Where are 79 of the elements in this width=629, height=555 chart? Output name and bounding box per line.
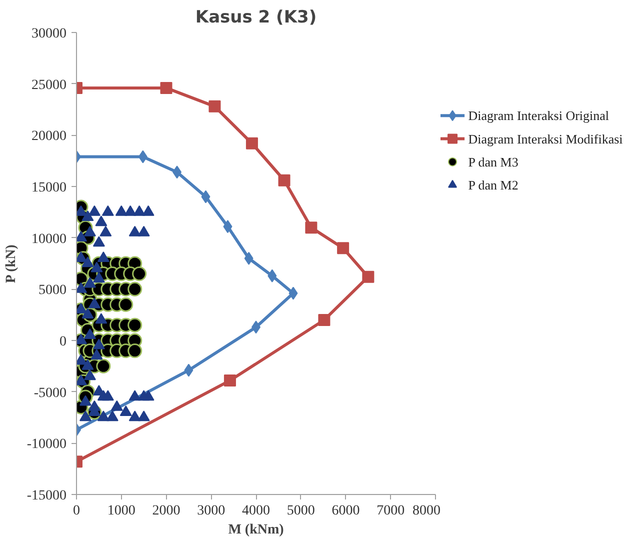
point xyxy=(362,270,374,283)
legend-label: P dan M3 xyxy=(468,154,518,170)
point xyxy=(201,190,210,204)
point xyxy=(84,277,96,288)
point xyxy=(97,252,110,262)
point xyxy=(90,349,103,360)
x-tick-label: 4000 xyxy=(242,504,270,518)
point xyxy=(133,205,146,216)
y-tick-label: 20000 xyxy=(32,129,66,144)
point xyxy=(102,205,114,216)
chart-title: Kasus 2 (K3) xyxy=(195,8,317,28)
y-tick-label: -5000 xyxy=(34,386,67,401)
point xyxy=(337,242,350,254)
point xyxy=(79,410,92,422)
point xyxy=(138,226,150,236)
point xyxy=(82,210,94,221)
y-tick-label: 30000 xyxy=(32,26,66,42)
point xyxy=(184,364,194,377)
y-tick-label: -15000 xyxy=(26,488,67,504)
point xyxy=(278,174,290,186)
point xyxy=(128,226,141,236)
point xyxy=(97,410,110,422)
point xyxy=(88,205,100,216)
point xyxy=(124,205,136,216)
point xyxy=(92,338,105,350)
point xyxy=(79,395,92,406)
point xyxy=(115,205,128,216)
point xyxy=(82,359,94,370)
point xyxy=(82,308,94,319)
point xyxy=(88,298,100,308)
x-tick-label: 6000 xyxy=(332,504,360,518)
point xyxy=(138,410,150,422)
point xyxy=(138,390,150,401)
x-tick-label: 0 xyxy=(73,504,80,518)
point xyxy=(84,370,96,380)
point xyxy=(95,216,108,226)
point xyxy=(305,222,318,234)
y-tick-label: 25000 xyxy=(32,78,66,93)
point xyxy=(128,410,141,422)
legend-label: Diagram Interaksi Modifikasi xyxy=(468,131,624,146)
point xyxy=(90,262,103,272)
point xyxy=(288,286,298,300)
point xyxy=(318,314,330,326)
point xyxy=(84,328,96,340)
point xyxy=(106,410,118,422)
point xyxy=(244,252,254,265)
x-axis-title: M (kNm) xyxy=(228,522,284,538)
y-tick-label: 10000 xyxy=(32,232,66,247)
point xyxy=(208,100,221,112)
x-tick-label: 8000 xyxy=(412,504,440,518)
point xyxy=(120,406,132,416)
point xyxy=(128,390,141,401)
y-tick-label: 0 xyxy=(60,334,66,350)
point xyxy=(160,82,172,94)
point xyxy=(82,256,94,268)
point xyxy=(102,390,114,401)
point xyxy=(92,272,105,283)
point xyxy=(142,205,154,216)
point xyxy=(172,166,182,179)
point xyxy=(268,269,277,282)
point xyxy=(100,226,112,236)
point xyxy=(84,226,96,236)
y-tick-label: -10000 xyxy=(26,437,67,452)
y-tick-label: 5000 xyxy=(38,283,66,298)
x-tick-label: 2000 xyxy=(152,504,180,518)
point xyxy=(246,137,258,150)
point xyxy=(95,313,108,324)
x-tick-label: 3000 xyxy=(197,504,226,518)
legend-label: Diagram Interaksi Original xyxy=(468,108,610,124)
x-tick-label: 1000 xyxy=(107,504,136,518)
point xyxy=(110,400,123,411)
legend-label: P dan M2 xyxy=(468,177,518,192)
point xyxy=(138,150,148,164)
point xyxy=(92,236,105,247)
x-tick-label: 5000 xyxy=(286,504,315,518)
y-axis-title: P (kN) xyxy=(4,244,19,284)
x-tick-label: 7000 xyxy=(376,504,405,518)
y-tick-label: 15000 xyxy=(32,180,66,196)
point xyxy=(223,220,232,234)
